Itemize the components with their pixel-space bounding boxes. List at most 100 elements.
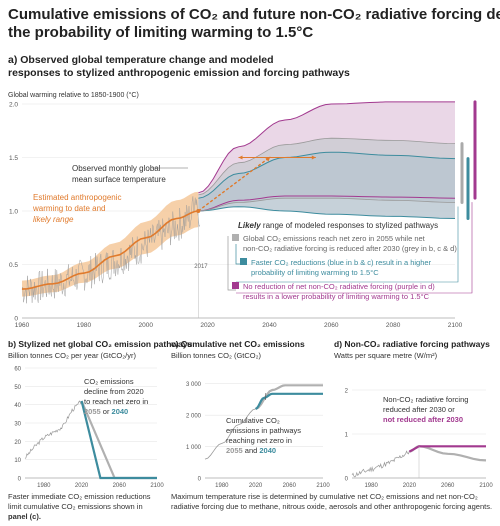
panel-b-note-line2: decline from 2020 — [84, 387, 144, 396]
purple-range-lower-line — [198, 195, 456, 212]
panel-b-heading: b) Stylized net global CO₂ emission path… — [8, 339, 192, 349]
panel-c-caption-line2: radiative forcing due to methane, nitrou… — [171, 502, 492, 511]
panel-d-note-line1: Non-CO₂ radiative forcing — [383, 395, 468, 404]
panel-d-x-tick-label: 1980 — [364, 483, 378, 489]
panel-d-grey-pathway — [409, 445, 487, 462]
panel-a-y-tick-label: 1.5 — [9, 155, 18, 162]
year-2017-label: 2017 — [194, 264, 208, 270]
legend-swatch-purple — [232, 282, 239, 289]
panel-d-note-line2: reduced after 2030 or — [383, 405, 455, 414]
panel-c-x-tick-label: 2100 — [316, 483, 330, 489]
legend-grey-line2: non-CO₂ radiative forcing is reduced aft… — [243, 244, 457, 253]
blue-range-upper-line — [198, 151, 456, 199]
panel-c-historical-line — [204, 408, 256, 460]
panel-d-x-ticks: 1980 2020 2060 2100 — [352, 477, 493, 489]
panel-c-x-ticks: 1980 2020 2060 2100 — [205, 477, 330, 489]
purple-range-upper-line — [198, 101, 455, 194]
panel-b-note-line1: CO₂ emissions — [84, 377, 134, 386]
legend-bracket-blue — [235, 244, 240, 265]
panel-b-caption-line2: limit cumulative CO₂ emissions shown in — [8, 502, 143, 511]
blue-likely-range — [198, 152, 456, 219]
panel-b-y-tick-label: 20 — [14, 440, 21, 446]
estimated-warming-likely-band — [22, 191, 199, 297]
panel-a-y-tick-label: 2.0 — [9, 102, 18, 109]
panel-c-note-line4: 2055 and 2040 — [226, 446, 276, 455]
legend-blue-line1: Faster CO₂ reductions (blue in b & c) re… — [251, 258, 432, 267]
observed-label-line2: mean surface temperature — [72, 175, 166, 184]
panel-a-plot: 2.0 1.5 1.0 0.5 0 1960 1980 2000 2020 2040 2060 20… — [9, 100, 477, 329]
panel-d-x-tick-label: 2100 — [479, 483, 493, 489]
panel-c-y-tick-label: 0 — [198, 477, 202, 483]
panel-b-y-tick-label: 10 — [14, 458, 21, 464]
panel-c-y-tick-label: 2 000 — [186, 414, 202, 420]
legend-heading: Likely range of modeled responses to sty… — [238, 221, 438, 230]
panel-b-y-tick-label: 40 — [14, 403, 21, 409]
panel-c-x-tick-label: 2060 — [283, 483, 297, 489]
grey-range-upper-line — [198, 137, 456, 196]
panel-c-grey-pathway — [255, 384, 323, 410]
legend-heading-emphasis: Likely — [238, 221, 261, 230]
panel-a-heading-line1: a) Observed global temperature change an… — [8, 54, 273, 66]
panel-d-x-tick-label: 2020 — [403, 483, 417, 489]
estimated-label-line1: Estimated anthropogenic — [33, 193, 122, 202]
figure-title-line1: Cumulative emissions of CO₂ and future n… — [8, 6, 500, 23]
panel-a-x-tick-label: 2100 — [448, 322, 463, 329]
blue-range-lower-line — [198, 206, 456, 219]
panel-d-y-ticks: 2 1 0 — [345, 389, 349, 483]
figure-title-line2: the probability of limiting warming to 1… — [8, 24, 313, 41]
panel-c-x-tick-label: 1980 — [215, 483, 229, 489]
panel-c-note-2040: 2040 — [259, 446, 276, 455]
panel-c-blue-pathway — [255, 392, 323, 410]
panel-d-note-line3: not reduced after 2030 — [383, 415, 463, 424]
panel-c-heading: c) Cumulative net CO₂ emissions — [171, 339, 305, 349]
panel-b-plot: 60 50 40 30 20 10 0 1980 2020 2060 2100 — [14, 367, 164, 490]
grey-range-lower-line — [198, 197, 455, 212]
panel-d-purple-pathway — [408, 445, 486, 453]
panel-d-y-tick-label: 2 — [345, 389, 349, 395]
panel-c-note-line1: Cumulative CO₂ — [226, 416, 280, 425]
panel-b-x-tick-label: 1980 — [37, 483, 51, 489]
panel-d-x-tick-label: 2060 — [441, 483, 455, 489]
panel-b-unit: Billion tonnes CO₂ per year (GtCO₂/yr) — [8, 351, 136, 360]
panel-c-unit: Billion tonnes CO₂ (GtCO₂) — [171, 351, 262, 360]
panel-c-y-tick-label: 3 000 — [186, 382, 202, 388]
estimated-2017-dot — [196, 209, 201, 213]
panel-b-note-2040: 2040 — [112, 407, 129, 416]
panel-a-y-tick-label: 1.0 — [9, 209, 18, 216]
panel-b-y-tick-label: 0 — [18, 477, 22, 483]
panel-b-y-tick-label: 50 — [14, 385, 21, 391]
panel-b-x-tick-label: 2020 — [75, 483, 89, 489]
panel-c-plot: 3 000 2 000 1 000 0 1980 2020 2060 2100 — [186, 382, 330, 489]
panel-d-y-tick-label: 0 — [345, 477, 349, 483]
legend-swatch-grey — [232, 234, 239, 241]
panel-a-x-tick-label: 2080 — [386, 322, 401, 329]
panel-d-plot: 2 1 0 1980 2020 2060 2100 — [345, 389, 494, 490]
panel-b-note-2055: 2055 — [84, 407, 101, 416]
panel-b-x-ticks: 1980 2020 2060 2100 — [25, 477, 164, 489]
panel-b-y-ticks: 60 50 40 30 20 10 0 — [14, 367, 21, 483]
panel-b-blue-pathway — [80, 400, 157, 480]
panel-a-x-ticks: 1960 1980 2000 2020 2040 2060 2080 2100 — [15, 317, 463, 329]
legend-heading-rest: range of modeled responses to stylized p… — [261, 221, 438, 230]
panel-d-historical-line — [351, 450, 410, 478]
panel-b-y-tick-label: 30 — [14, 422, 21, 428]
panel-b-historical-line — [24, 400, 82, 459]
estimated-label-line2: warming to date and — [32, 204, 106, 213]
panel-a-x-tick-label: 2020 — [200, 322, 215, 329]
legend-purple-line2: results in a lower probability of limiti… — [243, 292, 430, 301]
observed-monthly-temperature-line — [21, 196, 201, 304]
panel-d-y-tick-label: 1 — [345, 433, 349, 439]
panel-c-y-tick-label: 1 000 — [186, 445, 202, 451]
panel-a-side-range-bars — [236, 100, 477, 294]
panel-c-y-ticks: 3 000 2 000 1 000 0 — [186, 382, 202, 482]
panel-c-x-tick-label: 2020 — [249, 483, 263, 489]
panel-b-caption-line3: panel (c). — [8, 512, 41, 521]
panel-a-x-tick-label: 2060 — [324, 322, 339, 329]
legend-connector-purple — [236, 202, 473, 294]
panel-a-y-tick-label: 0 — [14, 316, 18, 323]
panel-b-y-tick-label: 60 — [14, 367, 21, 373]
panel-a-legend: Likely range of modeled responses to sty… — [227, 221, 457, 301]
panel-d-unit: Watts per square metre (W/m²) — [334, 351, 438, 360]
legend-grey-line1: Global CO₂ emissions reach net zero in 2… — [243, 234, 426, 243]
